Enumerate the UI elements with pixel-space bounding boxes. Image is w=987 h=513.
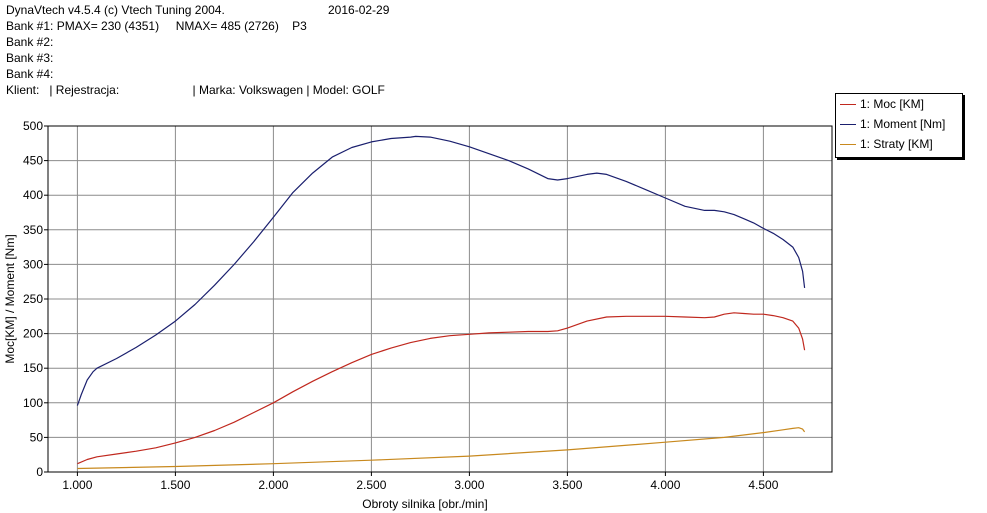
legend-swatch-moment [840,124,856,126]
client-info: Klient: | Rejestracja: | Marka: Volkswag… [6,83,385,97]
legend-swatch-moc [840,104,856,106]
x-tick-label: 1.000 [62,478,92,492]
y-tick-label: 350 [23,223,43,237]
y-tick-label: 300 [23,257,43,271]
y-tick-label: 150 [23,361,43,375]
legend-item-moment: 1: Moment [Nm] [840,117,945,133]
x-tick-label: 3.500 [552,478,582,492]
series-line-0 [77,312,806,465]
y-tick-label: 0 [36,465,43,479]
x-tick-label: 2.000 [258,478,288,492]
y-tick-label: 400 [23,188,43,202]
legend-label-moment: 1: Moment [Nm] [860,117,946,131]
bank-1-info: Bank #1: PMAX= 230 (4351) NMAX= 485 (272… [6,19,307,33]
y-tick-label: 250 [23,292,43,306]
y-tick-label: 200 [23,327,43,341]
bank-4-info: Bank #4: [6,67,54,81]
series-line-1 [76,135,806,406]
y-tick-label: 450 [23,154,43,168]
legend-label-straty: 1: Straty [KM] [860,137,933,151]
y-axis-title: Moc[KM] / Moment [Nm] [3,234,17,363]
test-date: 2016-02-29 [328,3,390,17]
x-tick-label: 4.000 [650,478,680,492]
chart-legend: 1: Moc [KM] 1: Moment [Nm] 1: Straty [KM… [835,93,963,158]
bank-2-info: Bank #2: [6,35,54,49]
legend-item-straty: 1: Straty [KM] [840,137,933,153]
bank-3-info: Bank #3: [6,51,54,65]
y-tick-label: 50 [30,430,44,444]
app-title: DynaVtech v4.5.4 (c) Vtech Tuning 2004. [6,3,225,17]
x-tick-label: 3.000 [454,478,484,492]
legend-label-moc: 1: Moc [KM] [860,97,925,111]
x-axis-title: Obroty silnika [obr./min] [362,497,487,511]
legend-item-moc: 1: Moc [KM] [840,97,924,113]
series-line-2 [77,427,806,470]
x-tick-label: 2.500 [356,478,386,492]
y-tick-label: 100 [23,396,43,410]
y-tick-label: 500 [23,119,43,133]
x-tick-label: 1.500 [160,478,190,492]
legend-swatch-straty [840,144,856,146]
x-tick-label: 4.500 [748,478,778,492]
